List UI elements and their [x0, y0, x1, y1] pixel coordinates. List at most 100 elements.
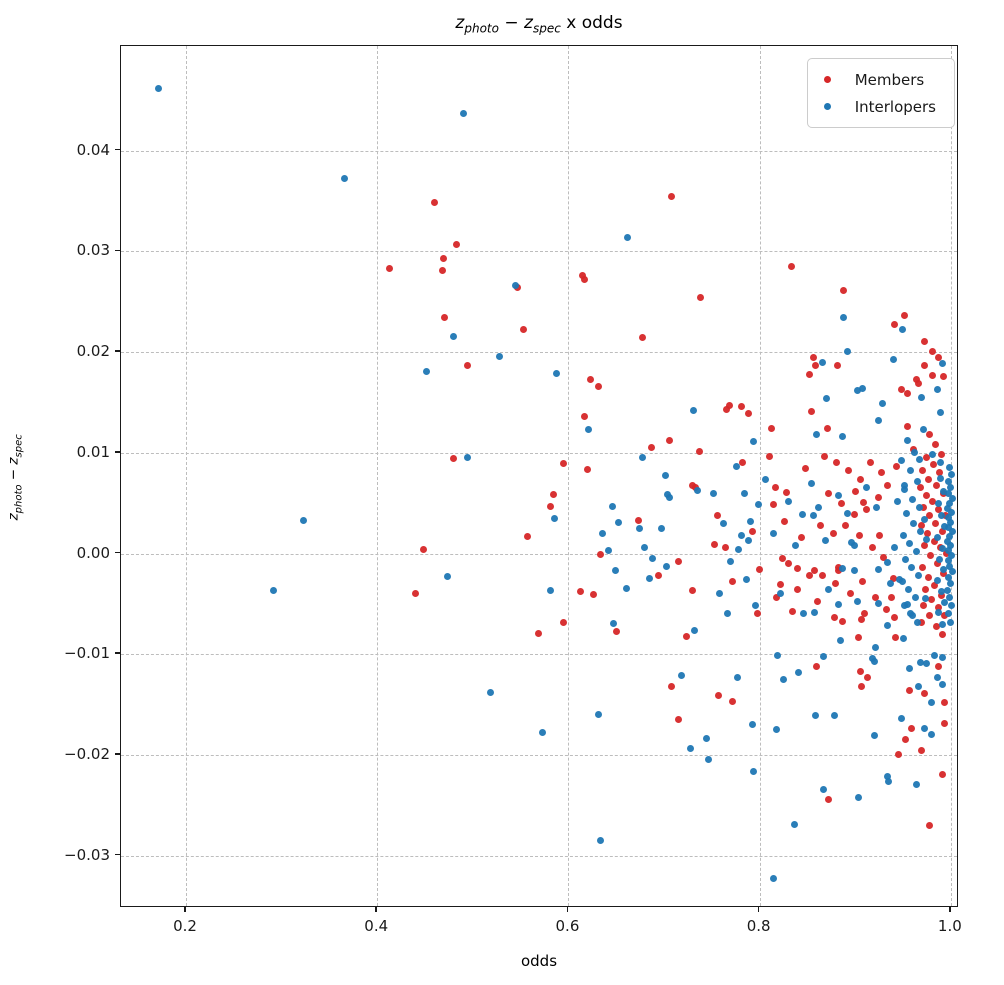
scatter-point-members	[833, 361, 841, 369]
scatter-point-interlopers	[605, 547, 613, 554]
scatter-point-members	[737, 403, 745, 410]
scatter-point-members	[419, 546, 427, 553]
scatter-point-members	[463, 361, 471, 369]
scatter-point-members	[938, 770, 946, 778]
scatter-point-interlopers	[270, 587, 278, 595]
scatter-point-members	[937, 592, 945, 600]
scatter-point-interlopers	[948, 508, 956, 516]
scatter-point-members	[834, 567, 842, 575]
scatter-point-interlopers	[874, 417, 882, 425]
y-tick-label: 0.00	[76, 543, 110, 562]
scatter-point-members	[450, 455, 458, 463]
scatter-point-interlopers	[946, 464, 954, 472]
scatter-point-members	[897, 385, 905, 393]
scatter-point-interlopers	[550, 514, 558, 522]
scatter-point-interlopers	[638, 454, 646, 462]
scatter-point-interlopers	[423, 367, 431, 375]
scatter-point-interlopers	[874, 600, 882, 608]
scatter-point-members	[901, 312, 909, 320]
scatter-point-interlopers	[769, 529, 777, 537]
scatter-point-members	[809, 353, 817, 361]
scatter-point-interlopers	[916, 527, 924, 535]
scatter-point-interlopers	[937, 588, 945, 596]
scatter-point-interlopers	[943, 587, 951, 595]
scatter-point-interlopers	[844, 509, 852, 517]
scatter-point-members	[811, 361, 819, 369]
scatter-point-members	[926, 511, 934, 519]
scatter-point-interlopers	[777, 590, 785, 598]
scatter-point-interlopers	[940, 522, 948, 530]
scatter-point-interlopers	[944, 557, 952, 565]
scatter-point-members	[794, 565, 802, 573]
scatter-point-interlopers	[934, 609, 942, 617]
title-sub2: spec	[532, 21, 561, 36]
scatter-point-interlopers	[737, 531, 745, 539]
scatter-point-members	[926, 431, 934, 439]
scatter-point-members	[586, 375, 594, 383]
scatter-point-members	[597, 551, 605, 559]
scatter-point-interlopers	[687, 745, 695, 753]
scatter-point-members	[819, 572, 827, 580]
scatter-point-interlopers	[943, 504, 951, 512]
scatter-point-interlopers	[938, 620, 946, 628]
y-tick-label: −0.01	[64, 644, 110, 663]
legend-item-interlopers: Interlopers	[808, 93, 942, 120]
scatter-point-interlopers	[863, 483, 871, 491]
scatter-point-interlopers	[691, 626, 699, 634]
scatter-point-interlopers	[872, 503, 880, 511]
scatter-point-members	[940, 720, 948, 728]
scatter-point-members	[917, 521, 925, 529]
scatter-point-members	[867, 459, 875, 467]
scatter-point-interlopers	[850, 567, 858, 575]
scatter-point-interlopers	[948, 552, 956, 560]
scatter-point-interlopers	[929, 451, 937, 459]
title-z2: z	[524, 13, 533, 33]
scatter-point-interlopers	[496, 352, 504, 360]
scatter-point-members	[888, 594, 896, 602]
scatter-point-members	[777, 581, 785, 589]
scatter-point-interlopers	[946, 499, 954, 507]
scatter-point-interlopers	[935, 556, 943, 564]
scatter-point-interlopers	[807, 479, 815, 487]
scatter-point-members	[431, 198, 439, 206]
scatter-point-interlopers	[908, 564, 916, 572]
scatter-point-members	[861, 610, 869, 618]
scatter-point-members	[854, 633, 862, 641]
scatter-point-interlopers	[834, 491, 842, 499]
scatter-point-interlopers	[733, 463, 741, 471]
scatter-point-members	[919, 602, 927, 610]
scatter-point-members	[938, 527, 946, 535]
ylabel-z2: z	[5, 457, 22, 465]
gridline-horizontal	[121, 452, 957, 454]
scatter-point-interlopers	[677, 671, 685, 679]
scatter-point-members	[933, 622, 941, 630]
scatter-point-members	[851, 487, 859, 495]
scatter-point-interlopers	[887, 580, 895, 588]
scatter-point-interlopers	[746, 517, 754, 525]
scatter-point-members	[831, 580, 839, 588]
scatter-point-interlopers	[755, 500, 763, 508]
scatter-point-members	[856, 667, 864, 675]
scatter-point-interlopers	[770, 875, 778, 883]
y-tick-label: 0.04	[76, 140, 110, 159]
scatter-point-members	[798, 533, 806, 541]
scatter-point-members	[829, 529, 837, 537]
scatter-point-members	[807, 408, 815, 416]
scatter-point-members	[689, 587, 697, 595]
scatter-point-interlopers	[907, 610, 915, 618]
scatter-point-interlopers	[749, 721, 757, 729]
scatter-point-members	[725, 402, 733, 409]
gridline-horizontal	[121, 754, 957, 756]
scatter-point-members	[859, 578, 867, 586]
scatter-point-interlopers	[907, 467, 915, 475]
scatter-point-members	[925, 475, 933, 483]
scatter-point-members	[934, 505, 942, 513]
scatter-point-interlopers	[903, 509, 911, 517]
scatter-point-interlopers	[624, 233, 632, 241]
scatter-point-members	[802, 465, 810, 473]
scatter-point-interlopers	[898, 578, 906, 586]
scatter-point-interlopers	[809, 511, 817, 519]
scatter-point-members	[711, 540, 719, 548]
scatter-point-members	[894, 751, 902, 759]
